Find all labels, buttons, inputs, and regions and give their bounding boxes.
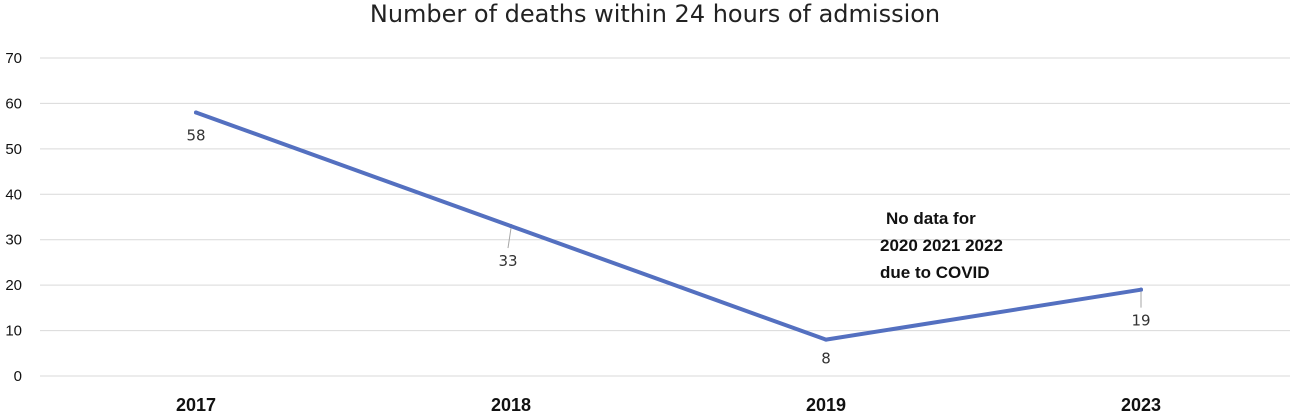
y-axis-ticks: 0 10 20 30 40 50 60 70 [5,50,22,385]
data-point [1139,287,1143,292]
no-data-annotation: No data for 2020 2021 2022 due to COVID [880,209,1003,282]
data-label: 33 [498,252,517,270]
y-tick-label: 70 [5,50,22,67]
data-point [824,337,828,342]
data-point [509,224,513,229]
data-point [194,110,198,115]
y-tick-label: 50 [5,141,22,158]
annotation-line: 2020 2021 2022 [880,236,1003,255]
data-labels: 58 33 8 19 [186,127,1150,368]
y-tick-label: 20 [5,277,22,294]
y-tick-label: 40 [5,186,22,203]
x-tick-label: 2017 [176,395,216,415]
data-label: 58 [186,127,205,145]
annotation-line: due to COVID [880,263,990,282]
data-label-leader [507,228,512,249]
gridlines [40,57,1290,377]
x-tick-label: 2018 [491,395,531,415]
x-tick-label: 2023 [1121,395,1161,415]
series-line-group [194,110,1143,342]
y-tick-label: 30 [5,232,22,249]
series-line [194,110,1143,342]
annotation-line: No data for [886,209,976,228]
y-tick-label: 10 [5,323,22,340]
data-label: 19 [1131,312,1150,330]
chart-title: Number of deaths within 24 hours of admi… [370,0,940,28]
y-tick-label: 60 [5,95,22,112]
x-axis-ticks: 2017 2018 2019 2023 [176,395,1161,415]
y-tick-label: 0 [14,368,22,385]
data-label: 8 [821,350,831,368]
x-tick-label: 2019 [806,395,846,415]
